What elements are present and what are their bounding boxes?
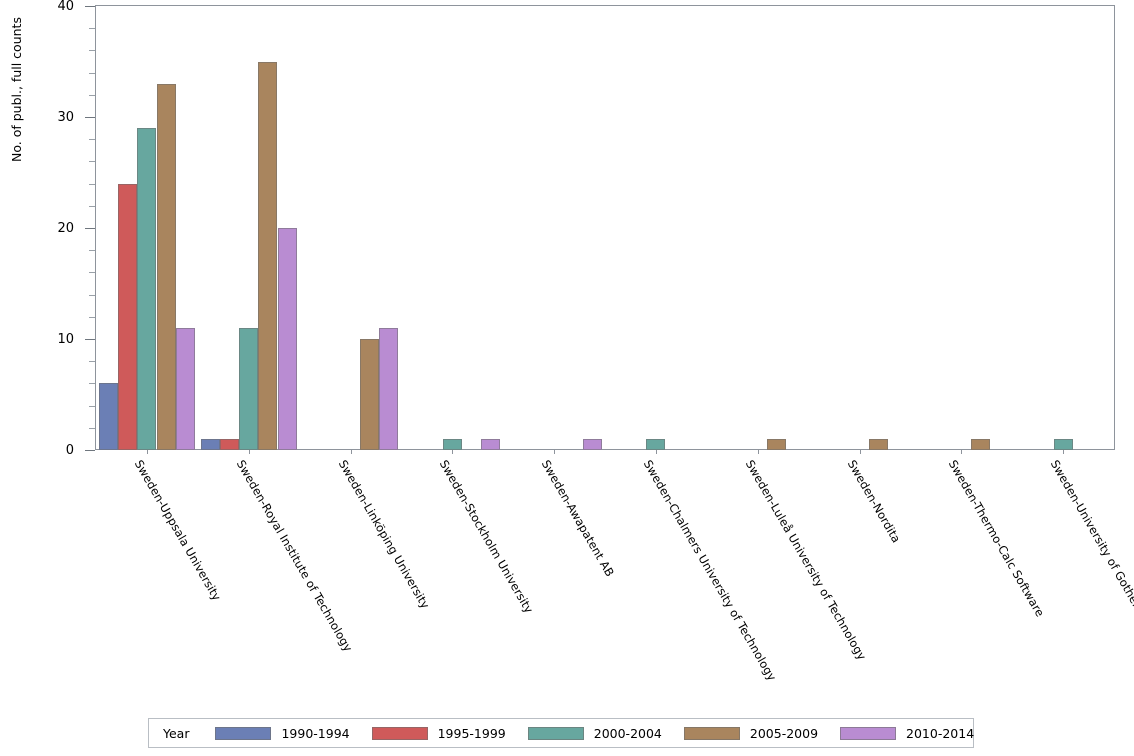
- y-axis-tick-minor: [89, 183, 95, 185]
- bar[interactable]: [200, 438, 220, 450]
- bar[interactable]: [582, 438, 603, 450]
- bar[interactable]: [767, 438, 787, 450]
- bar[interactable]: [869, 438, 889, 450]
- x-axis-tick-label: Sweden-Uppsala University: [131, 457, 224, 604]
- x-axis-tick: [452, 450, 454, 454]
- y-axis-tick-minor: [89, 94, 95, 96]
- y-axis-tick-minor: [89, 205, 95, 207]
- bar[interactable]: [118, 183, 138, 450]
- y-axis-tick-major: [85, 6, 95, 7]
- legend-item[interactable]: 2005-2009: [683, 725, 819, 741]
- x-axis-tick: [757, 450, 759, 454]
- y-axis-title: No. of publ., full counts: [9, 17, 24, 162]
- legend-item-label: 2000-2004: [593, 725, 662, 741]
- bar[interactable]: [646, 438, 666, 450]
- y-axis-tick-minor: [89, 361, 95, 363]
- bars-layer: [96, 6, 1114, 450]
- bar[interactable]: [239, 327, 259, 450]
- legend-swatch: [527, 726, 584, 740]
- y-axis-tick-label: 30: [57, 110, 74, 125]
- x-axis-tick-label: Sweden-Stockholm University: [437, 457, 537, 616]
- bar[interactable]: [379, 327, 399, 450]
- y-axis-tick-label: 10: [57, 332, 74, 347]
- legend-item-label: 1995-1999: [437, 725, 506, 741]
- y-axis-tick-minor: [89, 161, 95, 163]
- x-axis-tick: [859, 450, 861, 454]
- y-axis-tick-minor: [89, 50, 95, 52]
- x-axis: Sweden-Uppsala University Sweden-Royal In…: [0, 450, 1134, 710]
- x-axis-tick-label: Sweden-Luleå University of Technology: [742, 457, 869, 663]
- y-axis-tick-label: 40: [57, 0, 74, 14]
- y-axis-tick-minor: [89, 72, 95, 74]
- x-axis-tick-label: Sweden-Royal Institute of Technology: [233, 457, 356, 655]
- bar[interactable]: [137, 128, 157, 450]
- y-axis-tick-minor: [89, 28, 95, 30]
- y-axis-tick-minor: [89, 272, 95, 274]
- legend-swatch: [215, 726, 272, 740]
- x-axis-tick-label: Sweden-Linköping University: [335, 457, 432, 612]
- legend-item-label: 2005-2009: [749, 725, 819, 741]
- legend-item[interactable]: 2010-2014: [840, 726, 974, 741]
- bar[interactable]: [98, 383, 119, 450]
- y-axis-tick-label: 20: [57, 221, 74, 236]
- x-axis-tick: [961, 450, 963, 454]
- bar[interactable]: [442, 438, 462, 450]
- x-axis-tick: [248, 450, 250, 454]
- legend-swatch: [371, 726, 428, 740]
- bar[interactable]: [481, 438, 501, 450]
- y-axis-tick-minor: [89, 250, 95, 252]
- bar[interactable]: [1053, 438, 1073, 450]
- y-axis-tick-label: 0: [65, 443, 74, 458]
- x-axis-tick-label: Sweden-Awapatent AB: [538, 457, 618, 580]
- bar[interactable]: [258, 61, 278, 450]
- y-axis-tick-major: [85, 450, 95, 451]
- bar[interactable]: [970, 438, 991, 450]
- x-axis-tick: [1063, 450, 1065, 454]
- legend-swatch: [840, 726, 897, 740]
- x-axis-tick-label: Sweden-University of Gothenburg: [1047, 457, 1134, 636]
- legend-item-label: 2010-2014: [906, 725, 975, 741]
- x-axis-tick: [655, 450, 657, 454]
- legend-items: 1990-1994 1995-1999 2000-2004 2005-2009 2010…: [215, 726, 996, 741]
- bar[interactable]: [277, 228, 297, 450]
- legend-item[interactable]: 2000-2004: [527, 725, 662, 741]
- y-axis-tick-minor: [89, 294, 95, 296]
- legend-swatch: [683, 726, 740, 740]
- x-axis-tick-label: Sweden-Thermo-Calc Software: [946, 457, 1048, 620]
- bar[interactable]: [175, 327, 195, 450]
- y-axis-tick-minor: [89, 316, 95, 318]
- bar[interactable]: [156, 83, 176, 450]
- legend-item-label: 1990-1994: [281, 725, 350, 741]
- legend-item[interactable]: 1990-1994: [215, 725, 350, 741]
- bar[interactable]: [219, 438, 240, 450]
- y-axis-tick-minor: [89, 383, 95, 385]
- y-axis-tick-minor: [89, 405, 95, 407]
- x-axis-tick: [554, 450, 556, 454]
- legend[interactable]: Year 1990-1994 1995-1999 2000-2004 2005-200…: [148, 718, 974, 748]
- x-axis-tick: [146, 450, 148, 454]
- y-axis-tick-minor: [89, 427, 95, 429]
- y-axis-tick-minor: [89, 139, 95, 141]
- legend-item[interactable]: 1995-1999: [371, 725, 506, 741]
- legend-title: Year: [163, 725, 190, 741]
- y-axis-tick-major: [85, 117, 95, 118]
- y-axis-tick-major: [85, 228, 95, 229]
- x-axis-tick: [350, 450, 352, 454]
- x-axis-tick-label: Sweden-Nordita: [844, 457, 903, 546]
- bar[interactable]: [360, 339, 380, 450]
- y-axis-tick-major: [85, 339, 95, 340]
